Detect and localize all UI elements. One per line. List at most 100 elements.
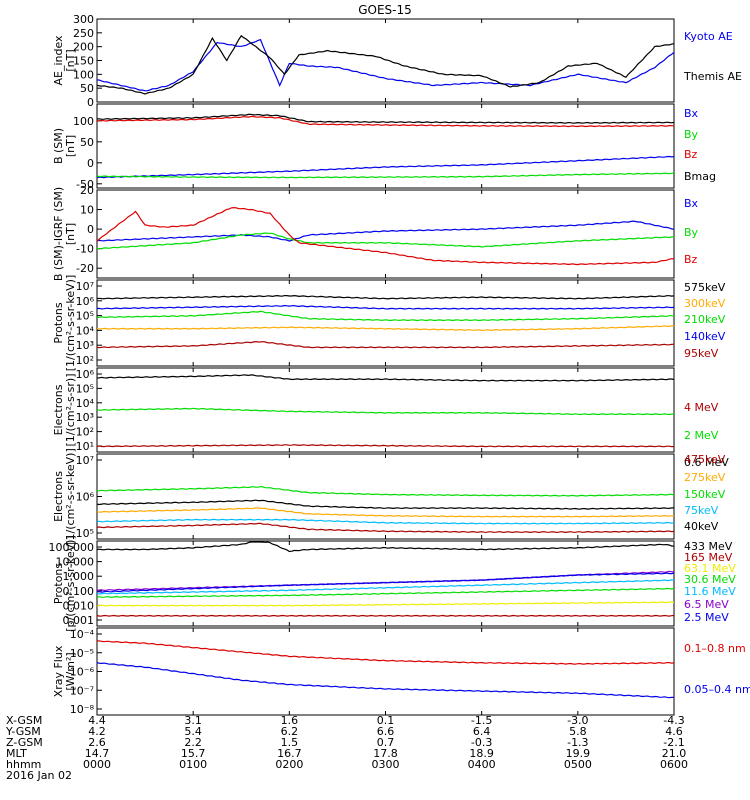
y-axis-label: Protons (52, 563, 65, 604)
y-tick-label: 0.010 (63, 599, 95, 612)
y-tick-label: 10⁵ (76, 382, 94, 395)
series-line-5-3 (96, 374, 675, 382)
legend-label: 210keV (684, 313, 726, 326)
legend-label: 6.5 MeV (684, 598, 729, 611)
axis-row-label: X-GSM (6, 714, 42, 727)
y-tick-label: 20 (80, 184, 94, 197)
legend-label: Themis AE (683, 70, 742, 83)
y-axis-label: [1/(cm²-s-sr-keV)] (64, 448, 77, 545)
axis-tick-value: 5.8 (569, 725, 587, 738)
series-line-7-3 (96, 601, 675, 607)
panel-2: 100 50 0 -50 B (SM) [nT] Bx By Bz Bmag (52, 103, 716, 191)
axis-tick-value: 6.2 (281, 725, 299, 738)
legend-label: 165 MeV (684, 551, 733, 564)
y-axis-label: [nT] (64, 49, 77, 71)
legend-label: Bx (684, 107, 699, 120)
series-line-8-1 (96, 640, 675, 665)
series-line-7-7 (96, 572, 675, 593)
legend-label: 75keV (684, 504, 719, 517)
y-tick-label: 10⁷ (76, 280, 94, 293)
legend-label: 0.1–0.8 nm (684, 642, 746, 655)
series-line-3-1 (96, 220, 675, 242)
y-tick-label: 10² (76, 426, 94, 439)
y-axis-label: Electrons (52, 384, 65, 435)
y-tick-label: 50 (80, 136, 94, 149)
series-line-7-2 (96, 614, 675, 617)
axis-tick-value: 18.9 (469, 747, 494, 760)
y-tick-label: -20 (76, 262, 94, 275)
axis-tick-value: 21.0 (662, 747, 687, 760)
axis-row-label: Y-GSM (5, 725, 41, 738)
series-line-1-1 (96, 38, 675, 92)
legend-label: 0.6 MeV (684, 456, 729, 469)
axis-tick-value: 1.6 (281, 714, 299, 727)
y-tick-label: 10⁻⁵ (70, 647, 94, 660)
y-axis-label: [1/(cm²-s-sr-keV)] (64, 275, 77, 372)
y-tick-label: 10⁶ (76, 491, 95, 504)
axis-tick-value: 4.2 (88, 725, 106, 738)
legend-label: 0.05–0.4 nm (684, 683, 750, 696)
y-axis-label: [p/(cm²-s-sr-keV)] (64, 535, 77, 632)
y-tick-label: 10³ (76, 339, 94, 352)
axis-tick-value: 0400 (468, 758, 496, 771)
series-line-4-1 (96, 294, 675, 300)
date-label: 2016 Jan 02 (6, 769, 72, 782)
legend-label: 4 MeV (684, 401, 719, 414)
y-tick-label: 10 (80, 204, 94, 217)
y-axis-label: Protons (52, 302, 65, 343)
y-tick-label: 10³ (76, 411, 94, 424)
y-tick-label: 10⁷ (76, 454, 94, 467)
legend-label: 63.1 MeV (684, 562, 736, 575)
axis-tick-value: 3.1 (184, 714, 202, 727)
axis-tick-value: 0.7 (377, 736, 395, 749)
series-line-2-4 (96, 113, 675, 124)
series-line-3-3 (96, 206, 675, 266)
y-tick-label: 10² (76, 354, 94, 367)
y-axis-label: AE_index (52, 35, 65, 86)
series-line-4-3 (96, 310, 675, 322)
series-line-2-3 (96, 115, 675, 128)
legend-label: 300keV (684, 297, 726, 310)
axis-tick-value: 19.9 (566, 747, 591, 760)
y-tick-label: 10.000 (56, 556, 95, 569)
axis-tick-value: 5.4 (184, 725, 202, 738)
legend-label: 11.6 MeV (684, 585, 736, 598)
axis-tick-value: -4.3 (663, 714, 684, 727)
y-axis-label: Electrons (52, 471, 65, 522)
axis-tick-value: -1.3 (567, 736, 588, 749)
series-line-8-2 (96, 661, 675, 699)
axis-tick-value: 0300 (372, 758, 400, 771)
y-tick-label: -50 (76, 178, 94, 191)
y-tick-label: 0 (87, 96, 94, 109)
y-tick-label: 1.000 (63, 570, 95, 583)
axis-tick-value: 2.2 (184, 736, 202, 749)
legend-label: By (684, 128, 699, 141)
series-line-6-3 (96, 485, 675, 497)
axis-tick-value: -1.5 (471, 714, 492, 727)
y-tick-label: 10¹ (76, 440, 94, 453)
axis-tick-value: 0000 (83, 758, 111, 771)
legend-label: 140keV (684, 330, 726, 343)
series-line-6-4 (96, 518, 675, 525)
panel-frame (96, 279, 675, 367)
y-tick-label: 100.000 (49, 541, 95, 554)
panel-3: 20 10 0 -10 -20 B (SM)-IGRF (SM) [nT] Bx By Bz (52, 184, 699, 281)
series-line-4-2 (96, 324, 675, 332)
y-tick-label: 200 (73, 41, 94, 54)
legend-label: 433 MeV (684, 540, 733, 553)
y-axis-label: [1/(cm²-s-sr)] (64, 374, 77, 447)
legend-label: 95keV (684, 347, 719, 360)
y-tick-label: 300 (73, 13, 94, 26)
y-tick-label: 10⁵ (76, 527, 94, 540)
axis-tick-value: 6.4 (473, 725, 491, 738)
axis-row-label: Z-GSM (6, 736, 43, 749)
axis-tick-value: 15.7 (181, 747, 206, 760)
y-tick-label: 50 (80, 82, 94, 95)
y-axis-label: [nT] (64, 223, 77, 245)
series-line-7-1 (96, 541, 675, 553)
axis-row-label: hhmm (6, 758, 41, 771)
y-tick-label: 10⁻⁸ (70, 703, 95, 716)
